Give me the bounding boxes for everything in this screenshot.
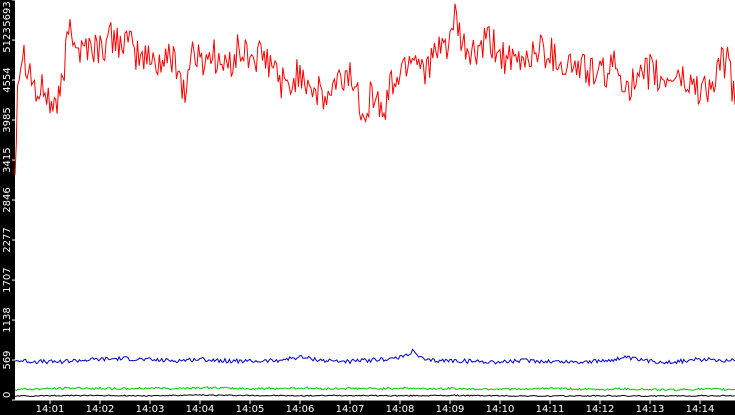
x-tick-label: 14:07: [336, 404, 365, 415]
y-tick-label: 5693: [2, 1, 13, 26]
series-line-4: [14, 394, 735, 398]
x-tick-label: 14:10: [486, 404, 515, 415]
y-tick-label: 3985: [2, 107, 13, 132]
x-tick-label: 14:01: [36, 404, 65, 415]
x-tick-layer: 14:01 14:02 14:03 14:04 14:05 14:06 14:07 14:08…: [36, 400, 715, 415]
x-tick-label: 14:03: [136, 404, 165, 415]
y-tick-label: 2846: [2, 187, 13, 212]
series-line-1: [14, 3, 735, 175]
y-tick-label: 4554: [2, 67, 13, 92]
series-line-3: [14, 386, 735, 392]
y-tick-label: 1138: [2, 307, 13, 332]
plot-area: [15, 0, 735, 400]
y-tick-label: 569: [2, 350, 13, 369]
x-tick-label: 14:05: [236, 404, 265, 415]
y-tick-label: 3415: [2, 147, 13, 172]
y-tick-label: 1707: [2, 267, 13, 292]
y-tick-label: 0: [2, 392, 13, 398]
y-tick-label: 2277: [2, 227, 13, 252]
x-tick-label: 14:02: [86, 404, 115, 415]
y-tick-label: 5123: [2, 27, 13, 52]
x-tick-label: 14:04: [186, 404, 215, 415]
x-tick-label: 14:08: [386, 404, 415, 415]
x-tick-label: 14:13: [636, 404, 665, 415]
x-tick-label: 14:12: [586, 404, 615, 415]
x-tick-label: 14:09: [436, 404, 465, 415]
series-layer: [14, 3, 735, 398]
x-tick-label: 14:06: [286, 404, 315, 415]
x-tick-label: 14:11: [536, 404, 565, 415]
series-line-2: [14, 348, 735, 365]
x-tick-label: 14:14: [686, 404, 715, 415]
